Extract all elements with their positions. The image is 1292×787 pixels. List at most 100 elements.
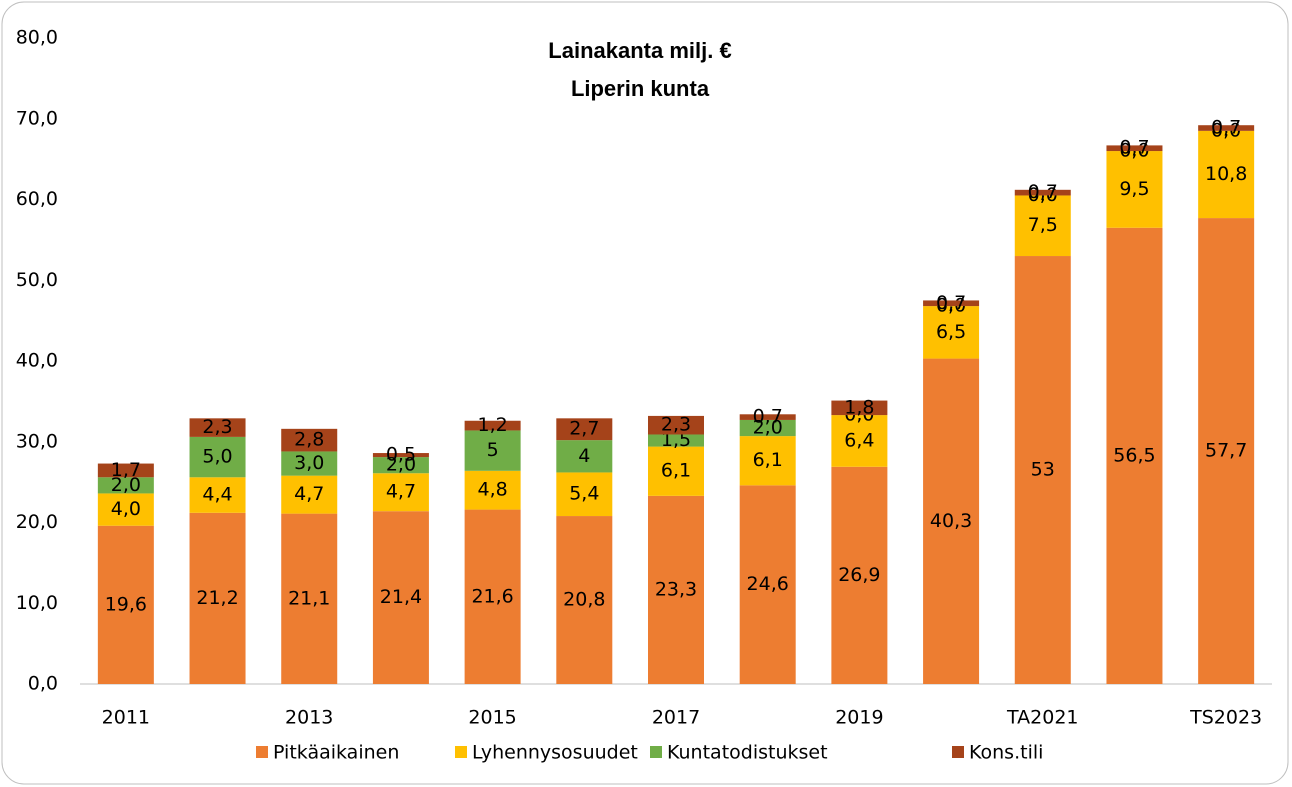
y-tick-label: 70,0 [16,107,58,129]
y-tick-label: 40,0 [16,350,58,372]
x-tick-label: 2013 [285,707,333,729]
legend-label: Kuntatodistukset [667,742,828,764]
data-label: 2,7 [569,418,599,440]
data-label: 1,2 [478,414,508,436]
bar-segment [97,493,154,526]
bar-segment [739,485,796,684]
data-label: 53 [1031,459,1055,481]
bar-segment [556,418,613,441]
data-label: 0,7 [753,406,783,428]
bar-segment [648,434,704,447]
bar-segment [739,419,796,437]
bar-segment [556,472,613,517]
data-label: 0,7 [1028,181,1058,203]
data-label: 20,8 [563,589,605,611]
x-tick-label: TS2023 [1189,707,1262,729]
data-label: 21,2 [196,587,238,609]
bar-segment [648,495,704,684]
bar-segment [1106,151,1163,228]
data-label: 56,5 [1113,444,1155,466]
data-label: 6,1 [753,449,783,471]
data-label: 0,7 [936,292,966,314]
data-label: 6,4 [844,429,874,451]
y-tick-label: 50,0 [16,269,58,291]
chart-title: Lainakanta milj. € [548,38,731,63]
data-label: 21,1 [288,587,330,609]
data-label: 10,8 [1205,163,1247,185]
bar-segment [648,415,704,435]
y-tick-label: 10,0 [16,592,58,614]
data-label: 4,0 [111,498,141,520]
bar-segment [1014,189,1071,196]
bar-segment [189,418,246,437]
bar-segment [189,477,246,513]
data-label: 21,6 [471,585,513,607]
bar-segment [831,400,888,416]
bar-segment [464,420,521,431]
bar-segment [281,451,338,476]
data-label: 21,4 [380,586,422,608]
bar-segment [923,306,980,359]
bar-segment [189,512,246,684]
bar-segment [831,466,888,684]
x-tick-label: 2017 [652,707,700,729]
data-label: 6,1 [661,460,691,482]
y-tick-label: 80,0 [16,27,58,49]
data-label: 23,3 [655,578,697,600]
data-label: 5,4 [569,483,599,505]
bar-segment [1014,256,1071,684]
legend-label: Lyhennysosuudet [472,742,638,764]
bar-segment [648,446,704,496]
x-tick-label: 2019 [835,707,883,729]
bar-segment [556,440,613,473]
bar-segment [1106,227,1163,684]
bar-segment [556,516,613,684]
legend-label: Pitkäaikainen [273,742,399,764]
bar-segment [739,436,796,486]
bar-segment [1198,130,1255,219]
y-tick-label: 0,0 [28,673,58,695]
bar-segment [464,430,521,471]
bar-segment [923,358,980,684]
x-tick-label: 2011 [102,707,150,729]
bar-segment [97,477,154,494]
bar-segment [97,525,154,684]
y-tick-label: 20,0 [16,511,58,533]
bar-segment [372,473,429,512]
data-label: 24,6 [747,573,789,595]
data-label: 4,4 [202,484,232,506]
x-tick-label: TA2021 [1006,707,1078,729]
bar-segment [1106,145,1163,152]
data-label: 4 [578,445,590,467]
data-label: 0,7 [1119,137,1149,159]
chart-subtitle: Liperin kunta [571,76,710,101]
bar-segment [189,436,246,478]
data-label: 40,3 [930,510,972,532]
bar-segment [1198,125,1255,131]
data-label: 2,8 [294,429,324,451]
legend-swatch [650,746,662,758]
data-label: 9,5 [1119,178,1149,200]
data-label: 2,0 [386,454,416,476]
data-label: 2,0 [753,417,783,439]
data-label: 7,5 [1028,214,1058,236]
legend-label: Kons.tili [969,742,1043,764]
bar-segment [464,470,521,510]
bar-segment [372,453,429,458]
bar-segment [281,475,338,514]
bar-segment [831,415,888,467]
bar-segment [97,463,154,478]
bar-segment [1014,195,1071,257]
data-label: 1,7 [111,459,141,481]
legend-swatch [952,746,964,758]
legend-swatch [256,746,268,758]
y-tick-label: 60,0 [16,188,58,210]
x-tick-label: 2015 [468,707,516,729]
bar-segment [923,300,980,307]
y-tick-label: 30,0 [16,430,58,452]
data-label: 57,7 [1205,440,1247,462]
data-label: 0,7 [1211,117,1241,139]
bar-segment [464,509,521,684]
